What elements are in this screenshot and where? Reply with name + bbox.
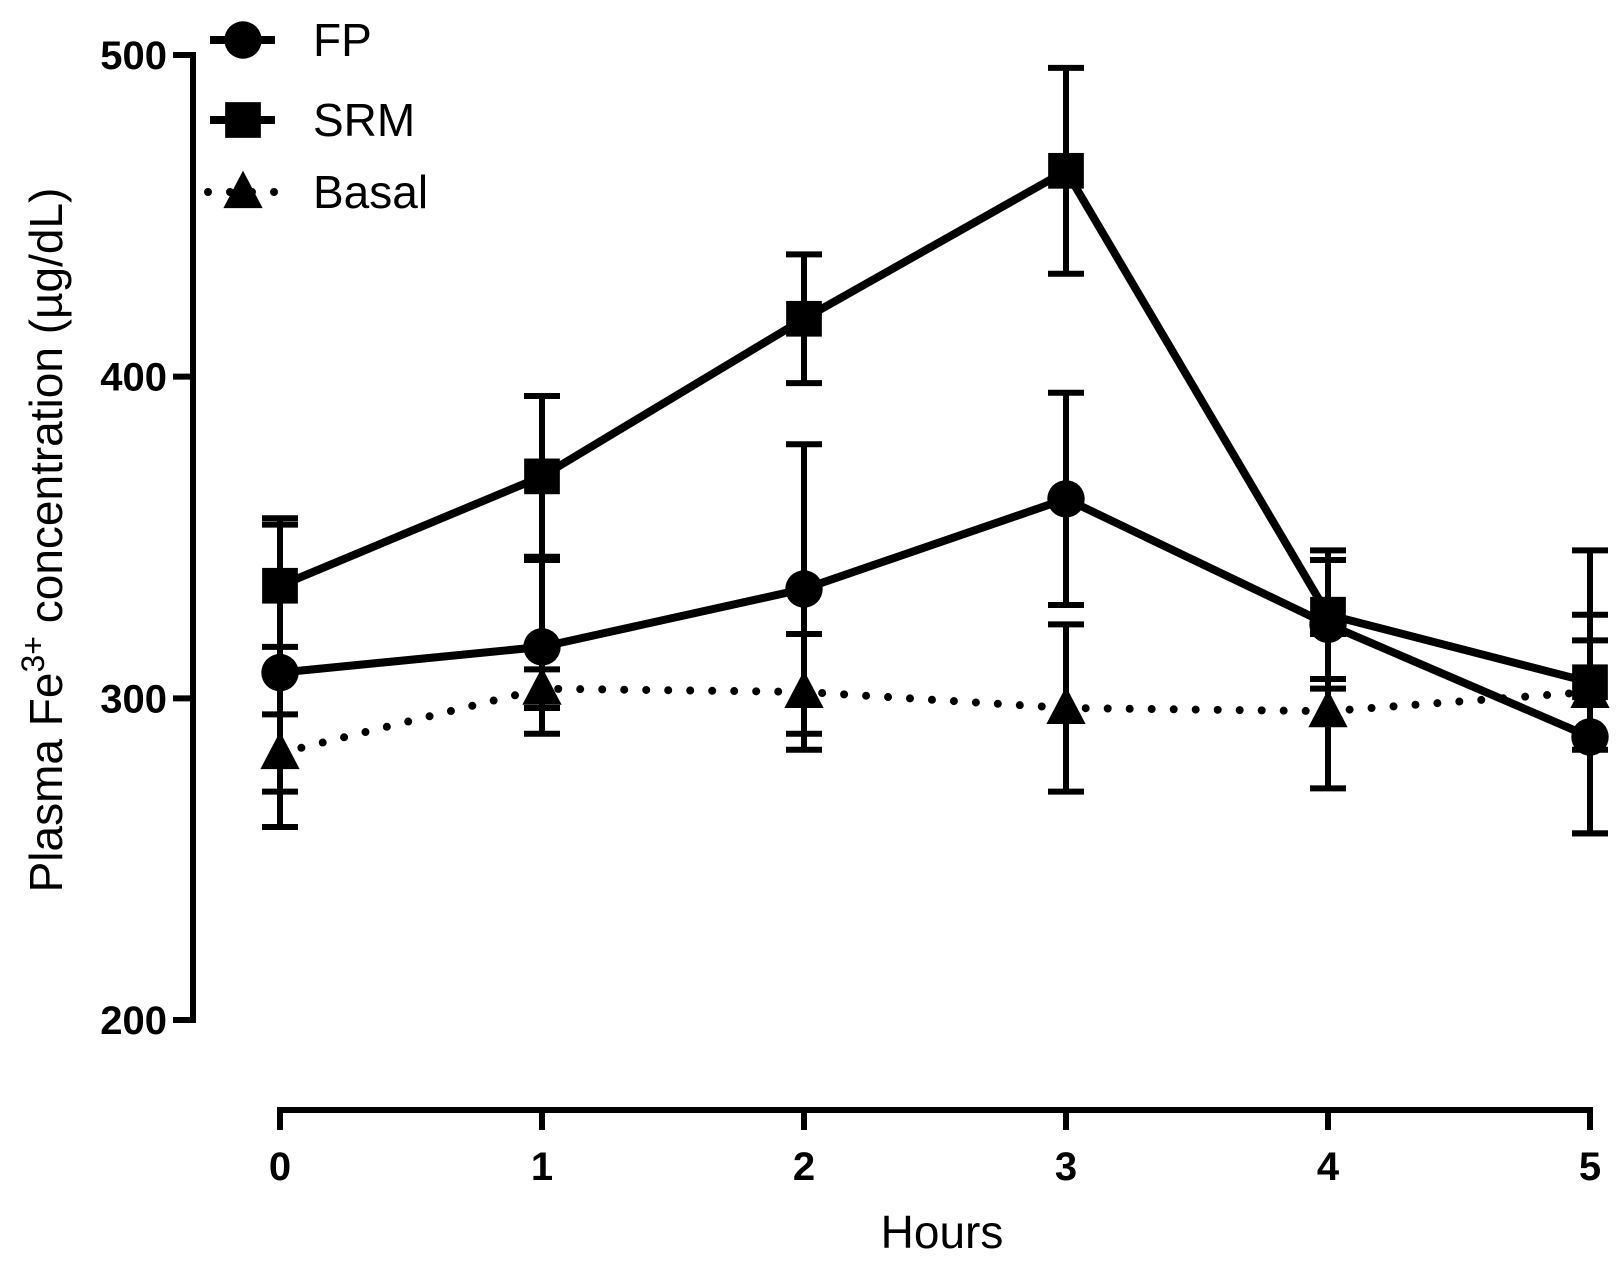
data-point-square	[1048, 152, 1084, 189]
series-basal	[260, 547, 1610, 837]
x-tick-label: 5	[1579, 1145, 1601, 1189]
x-axis-label: Hours	[881, 1206, 1004, 1258]
data-point-square	[1572, 664, 1608, 701]
legend-marker-square	[225, 102, 261, 138]
data-point-circle	[1047, 480, 1085, 518]
x-tick-label: 3	[1055, 1145, 1077, 1189]
data-point-triangle	[1308, 689, 1348, 728]
series-line	[276, 684, 1594, 758]
data-point-square	[1310, 596, 1346, 633]
series-line	[278, 166, 1591, 687]
series-line	[279, 494, 1592, 741]
legend-item-srm: SRM	[210, 94, 415, 146]
legend-item-basal: Basal	[204, 166, 428, 218]
data-point-triangle	[1046, 686, 1086, 725]
y-axis-label-suffix: concentration (µg/dL)	[20, 188, 72, 636]
data-point-circle	[785, 570, 823, 608]
data-point-circle	[523, 628, 561, 666]
y-tick-label: 200	[100, 999, 167, 1043]
legend: FP SRM Basal	[204, 14, 428, 218]
y-axis: 200 300 400 500	[100, 34, 196, 1043]
legend-label: FP	[313, 14, 372, 66]
x-tick-label: 2	[793, 1145, 815, 1189]
x-tick-label: 0	[269, 1145, 291, 1189]
x-tick-label: 1	[531, 1145, 553, 1189]
data-point-square	[524, 458, 560, 495]
data-point-square	[786, 300, 822, 337]
legend-marker-triangle	[223, 170, 263, 209]
data-point-square	[262, 567, 298, 604]
legend-label: SRM	[313, 94, 415, 146]
series-srm	[262, 64, 1608, 753]
legend-label: Basal	[313, 166, 428, 218]
data-point-circle	[261, 653, 299, 692]
x-tick-label: 4	[1317, 1145, 1340, 1189]
y-tick-label: 500	[100, 34, 167, 78]
y-axis-label-superscript: 3+	[15, 636, 51, 672]
y-tick-label: 300	[100, 677, 167, 721]
y-tick-label: 400	[100, 356, 167, 400]
y-axis-label: Plasma Fe3+ concentration (µg/dL)	[15, 188, 72, 893]
plot-area	[260, 64, 1610, 837]
legend-item-fp: FP	[210, 14, 372, 66]
series-fp	[261, 389, 1609, 837]
x-axis: 0 1 2 3 4 5	[269, 1107, 1601, 1189]
legend-marker-circle	[224, 21, 262, 59]
y-axis-label-prefix: Plasma Fe	[20, 673, 72, 893]
